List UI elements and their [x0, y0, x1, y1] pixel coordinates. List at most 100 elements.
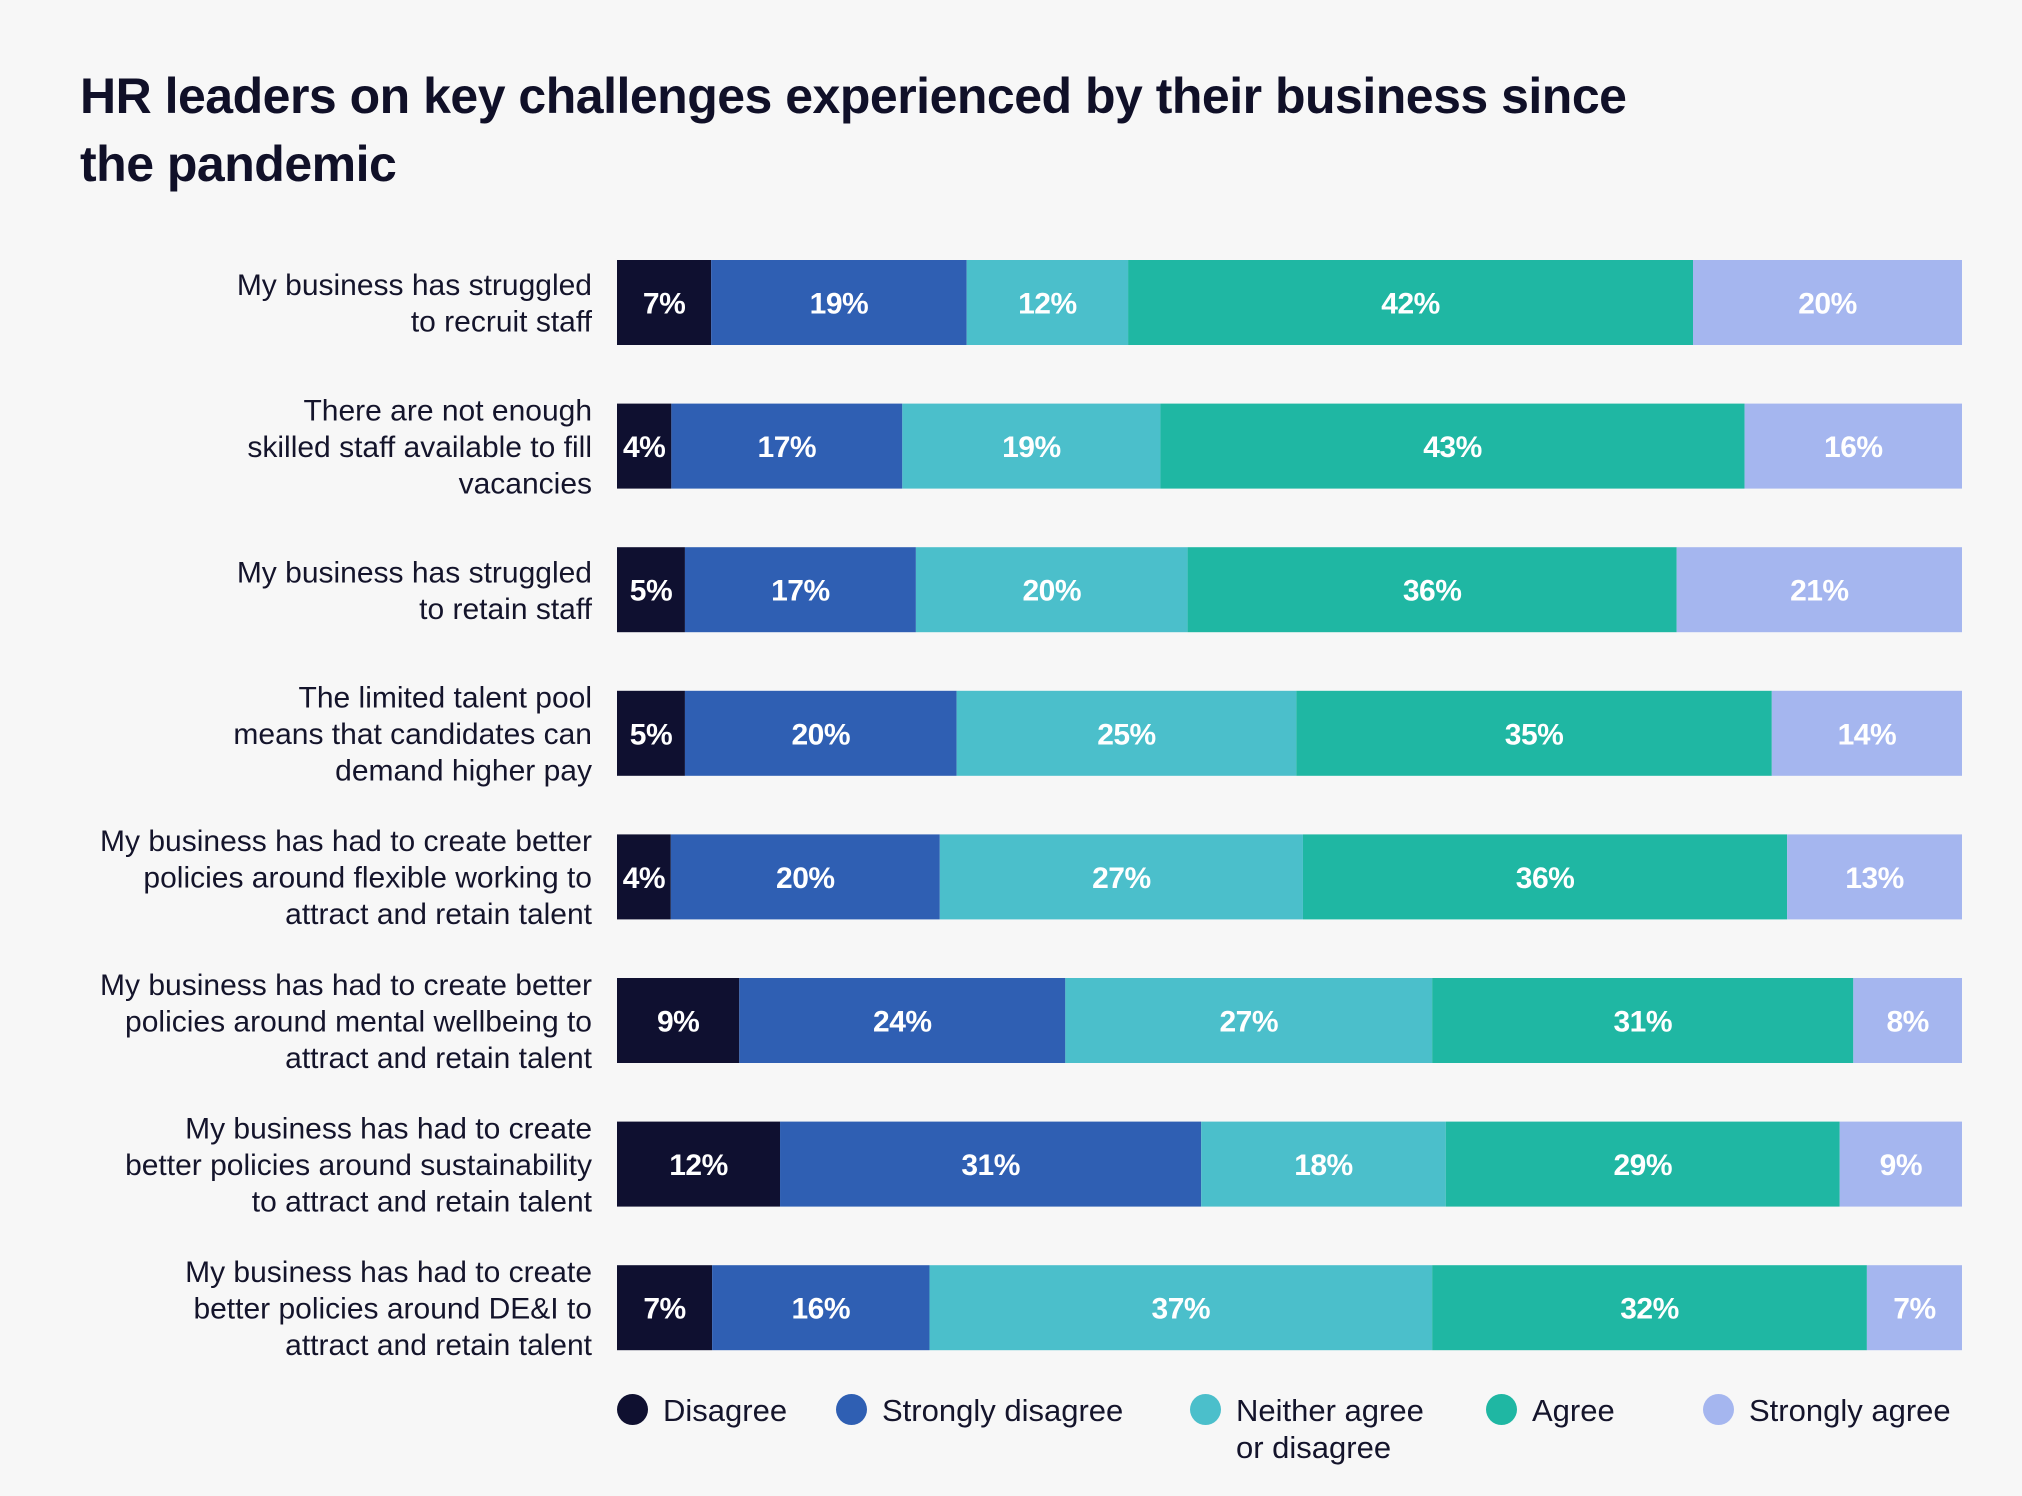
- bar-segment: [929, 1265, 1433, 1351]
- bar-segment: [1744, 403, 1962, 489]
- data-label: 20%: [1022, 575, 1081, 608]
- legend-swatch: [1190, 1394, 1221, 1425]
- bar-segment: [1432, 978, 1854, 1063]
- bar-segment: [617, 1121, 781, 1207]
- data-label: 14%: [1838, 718, 1897, 751]
- legend-swatch: [836, 1394, 867, 1425]
- bar-segment: [1853, 978, 1962, 1063]
- category-label: My business has had to create better poli…: [125, 1112, 593, 1218]
- data-label: 17%: [771, 575, 830, 608]
- bar-segment: [1201, 1121, 1446, 1207]
- bar-segment: [915, 547, 1188, 633]
- legend-label: Agree: [1532, 1393, 1615, 1428]
- category-label: My business has had to create better poli…: [100, 825, 593, 931]
- data-label: 13%: [1845, 862, 1904, 895]
- data-label: 19%: [1002, 431, 1061, 464]
- data-label: 21%: [1790, 575, 1849, 608]
- bar-segment: [1296, 690, 1772, 776]
- legend-item-disagree: Disagree: [617, 1392, 787, 1429]
- bar-segment: [1445, 1121, 1840, 1207]
- bar-segment: [1128, 260, 1693, 345]
- bar-segment: [1432, 1265, 1867, 1351]
- data-label: 31%: [961, 1149, 1020, 1182]
- data-label: 31%: [1613, 1006, 1672, 1039]
- bar-segment: [739, 978, 1066, 1063]
- data-label: 35%: [1505, 718, 1564, 751]
- data-label: 16%: [1824, 431, 1883, 464]
- category-label: The limited talent pool means that candid…: [233, 682, 592, 788]
- data-label: 4%: [623, 862, 665, 895]
- bar-segment: [1866, 1265, 1962, 1351]
- chart-title: HR leaders on key challenges experienced…: [80, 68, 1627, 192]
- data-label: 29%: [1613, 1149, 1672, 1182]
- data-label: 43%: [1423, 431, 1482, 464]
- data-label: 8%: [1886, 1006, 1928, 1039]
- bar-segment: [670, 834, 940, 920]
- bar-segment: [617, 547, 685, 633]
- data-label: 42%: [1381, 288, 1440, 321]
- data-label: 32%: [1620, 1293, 1679, 1326]
- bar-segment: [1676, 547, 1962, 633]
- data-label: 27%: [1219, 1006, 1278, 1039]
- legend-item-strongly-disagree: Strongly disagree: [836, 1392, 1123, 1429]
- bar-segment: [671, 403, 903, 489]
- data-label: 37%: [1152, 1293, 1211, 1326]
- category-label: My business has struggled to recruit staf…: [237, 269, 593, 339]
- data-label: 17%: [758, 431, 817, 464]
- bar-segment: [1160, 403, 1745, 489]
- legend-swatch: [1486, 1394, 1517, 1425]
- legend-label: Disagree: [663, 1393, 788, 1428]
- data-label: 36%: [1516, 862, 1575, 895]
- stacked-bar-chart: My business has struggled to recruit staf…: [100, 260, 1962, 1362]
- bar-segment: [780, 1121, 1202, 1207]
- category-label: My business has had to create better poli…: [100, 969, 593, 1075]
- category-label: There are not enough skilled staff availa…: [247, 394, 592, 500]
- data-label: 5%: [630, 718, 672, 751]
- bar-segment: [617, 260, 712, 345]
- data-label: 12%: [1018, 288, 1077, 321]
- data-label: 4%: [623, 431, 665, 464]
- legend-label: Neither agree or disagree: [1236, 1393, 1424, 1465]
- bar-segment: [712, 1265, 930, 1351]
- data-label: 9%: [1880, 1149, 1922, 1182]
- data-label: 36%: [1403, 575, 1462, 608]
- data-label: 20%: [776, 862, 835, 895]
- data-label: 19%: [810, 288, 869, 321]
- bar-segment: [711, 260, 967, 345]
- bar-segment: [617, 1265, 713, 1351]
- data-label: 7%: [643, 288, 685, 321]
- legend-label: Strongly agree: [1749, 1393, 1951, 1428]
- legend-label: Strongly disagree: [882, 1393, 1124, 1428]
- legend-swatch: [617, 1394, 648, 1425]
- bar-segment: [684, 690, 957, 776]
- chart-legend: Disagree Strongly disagree Neither agree…: [617, 1392, 2017, 1482]
- bar-segment: [617, 403, 672, 489]
- legend-swatch: [1703, 1394, 1734, 1425]
- bar-segment: [956, 690, 1297, 776]
- bar-segment: [1839, 1121, 1962, 1207]
- category-label: My business has had to create better poli…: [185, 1256, 593, 1362]
- legend-item-neither: Neither agree or disagree: [1190, 1392, 1424, 1466]
- bar-segment: [1065, 978, 1433, 1063]
- data-label: 7%: [643, 1293, 685, 1326]
- bar-segment: [617, 690, 685, 776]
- legend-item-strongly-agree: Strongly agree: [1703, 1392, 1951, 1429]
- data-label: 9%: [657, 1006, 699, 1039]
- data-label: 5%: [630, 575, 672, 608]
- bar-segment: [939, 834, 1303, 920]
- category-label: My business has struggled to retain staff: [237, 556, 593, 626]
- data-label: 7%: [1893, 1293, 1935, 1326]
- data-label: 20%: [792, 718, 851, 751]
- data-label: 20%: [1798, 288, 1857, 321]
- bar-segment: [902, 403, 1161, 489]
- data-label: 24%: [873, 1006, 932, 1039]
- bar-segment: [1693, 260, 1962, 345]
- bar-segment: [1302, 834, 1788, 920]
- bar-segment: [617, 834, 671, 920]
- legend-item-agree: Agree: [1486, 1392, 1615, 1429]
- bar-segment: [1187, 547, 1677, 633]
- bar-segment: [1787, 834, 1962, 920]
- bar-segment: [684, 547, 916, 633]
- data-label: 18%: [1294, 1149, 1353, 1182]
- data-label: 25%: [1097, 718, 1156, 751]
